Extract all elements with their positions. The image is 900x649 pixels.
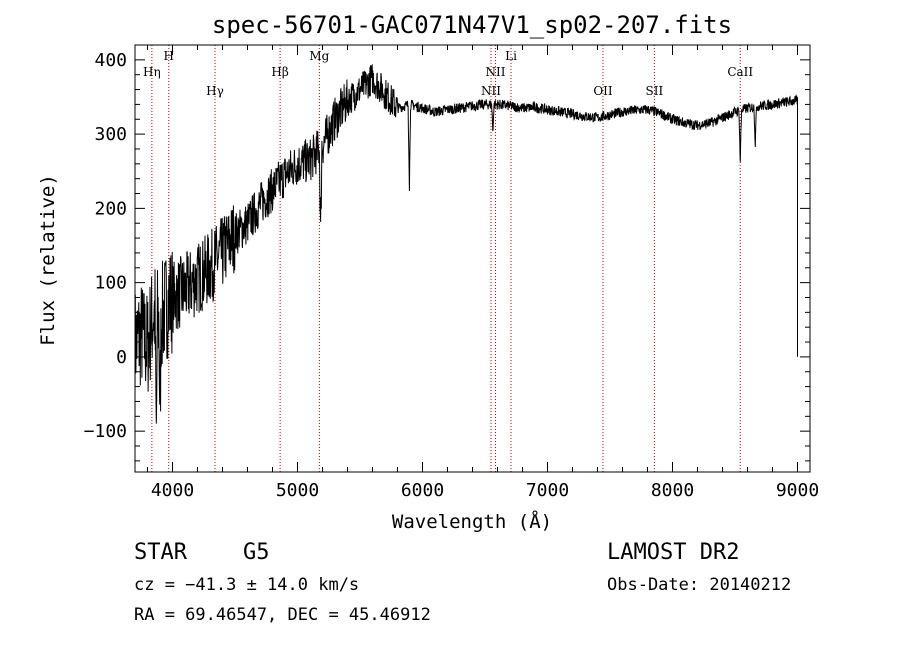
x-tick-label: 9000 xyxy=(776,480,819,501)
x-tick-label: 5000 xyxy=(276,480,319,501)
spectrum-line xyxy=(134,63,798,424)
x-tick-label: 6000 xyxy=(401,480,444,501)
spectral-line-label: Mg xyxy=(309,49,329,63)
spectral-line-label: Hβ xyxy=(271,65,288,79)
y-tick-label: 300 xyxy=(94,124,127,145)
spectral-line-label: H xyxy=(164,49,174,63)
x-tick-label: 8000 xyxy=(651,480,694,501)
y-axis-label: Flux (relative) xyxy=(37,174,59,346)
y-tick-label: 0 xyxy=(116,347,127,368)
spectral-line-label: Li xyxy=(505,49,517,63)
y-tick-label: 100 xyxy=(94,273,127,294)
spectral-line-label: Hη xyxy=(143,65,161,79)
x-axis-label: Wavelength (Å) xyxy=(392,510,552,533)
spectral-line-label: NII xyxy=(486,65,506,79)
observation-date: Obs-Date: 20140212 xyxy=(607,575,791,595)
spectral-line-label: CaII xyxy=(727,65,753,79)
spectral-line-label: OII xyxy=(593,84,613,98)
spectral-line-labels: HηH Hγ Hβ Mg NII NII Li OII SII CaII xyxy=(143,49,753,98)
coordinates-text: RA = 69.46547, DEC = 45.46912 xyxy=(134,605,431,625)
chart-title: spec-56701-GAC071N47V1_sp02-207.fits xyxy=(212,11,732,39)
y-tick-label: 200 xyxy=(94,198,127,219)
x-axis-ticks: 4000 5000 6000 7000 8000 9000 xyxy=(147,45,819,501)
spectral-line-label: SII xyxy=(646,84,664,98)
x-tick-label: 7000 xyxy=(526,480,569,501)
y-tick-label: 400 xyxy=(94,50,127,71)
y-axis-ticks: −100 0 100 200 300 400 xyxy=(84,44,810,462)
subclass: G5 xyxy=(243,540,270,565)
redshift-text: cz = −41.3 ± 14.0 km/s xyxy=(134,575,359,595)
object-type: STAR xyxy=(134,540,188,565)
x-tick-label: 4000 xyxy=(151,480,194,501)
survey-name: LAMOST DR2 xyxy=(607,540,739,565)
spectral-line-label: Hγ xyxy=(206,84,224,98)
spectral-line-label: NII xyxy=(481,84,501,98)
y-tick-label: −100 xyxy=(84,421,127,442)
